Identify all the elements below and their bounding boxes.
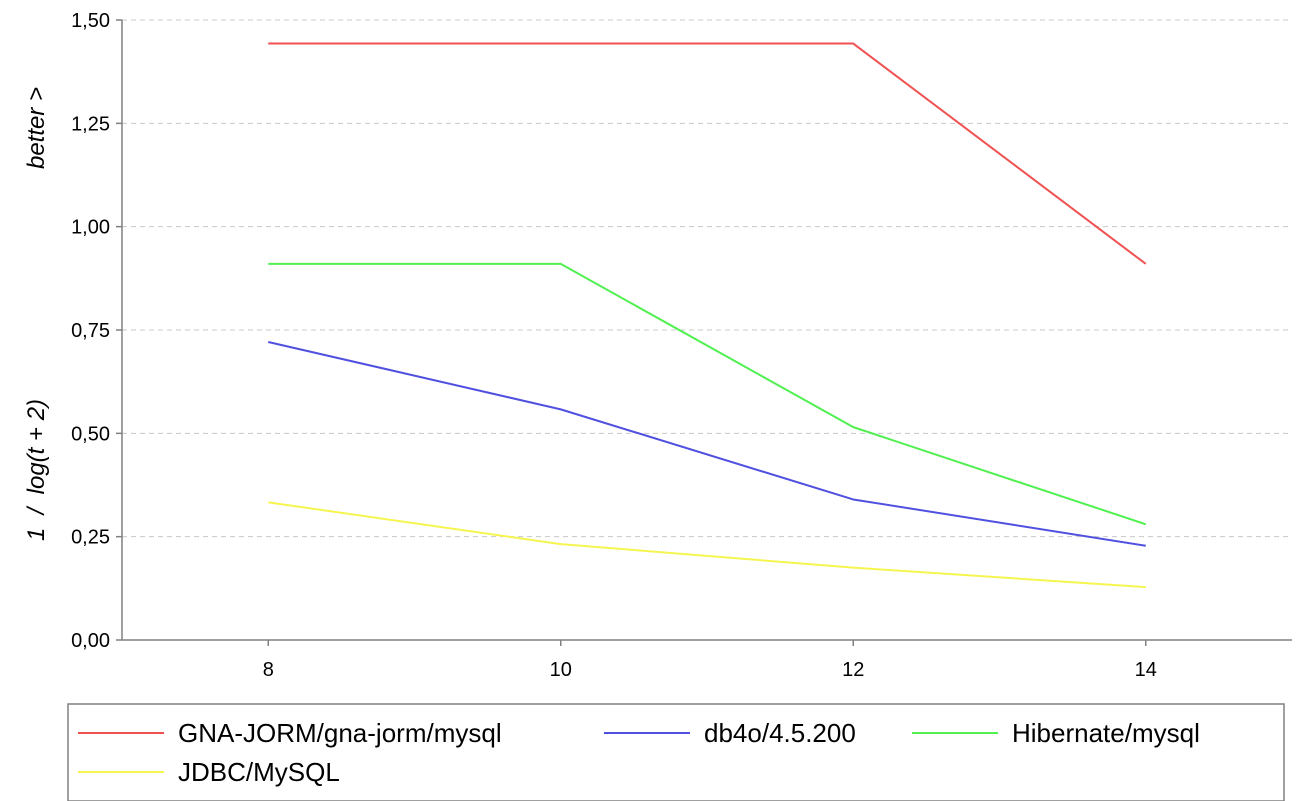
series-line-0	[268, 42, 1147, 265]
y-axis-label-secondary: better >	[23, 87, 50, 169]
series-lines	[268, 42, 1147, 589]
y-tick-label: 0,25	[71, 527, 110, 549]
y-tick-labels: 0,00 0,25 0,50 0,75 1,00 1,25 1,50	[71, 10, 110, 652]
axes	[116, 19, 1292, 646]
x-tick-label: 14	[1135, 659, 1157, 681]
legend-label-2: Hibernate/mysql	[1012, 718, 1200, 748]
y-tick-label: 0,50	[71, 423, 110, 445]
series-line-1	[268, 341, 1146, 547]
y-tick-label: 1,00	[71, 217, 110, 239]
y-tick-label: 0,00	[71, 630, 110, 652]
grid-lines	[122, 19, 1292, 538]
y-tick-label: 1,50	[71, 10, 110, 32]
legend: GNA-JORM/gna-jorm/mysql db4o/4.5.200 Hiber…	[67, 703, 1285, 801]
x-tick-labels: 8 10 12 14	[263, 659, 1157, 681]
y-axis-label: 1 / log(t + 2)	[23, 399, 50, 541]
y-tick-label: 0,75	[71, 320, 110, 342]
series-line-3	[268, 501, 1146, 589]
legend-box	[67, 703, 1285, 801]
legend-label-3: JDBC/MySQL	[178, 757, 340, 787]
series-line-2	[268, 262, 1147, 526]
legend-label-1: db4o/4.5.200	[704, 718, 856, 748]
x-tick-label: 8	[263, 659, 274, 681]
x-tick-label: 12	[842, 659, 864, 681]
legend-label-0: GNA-JORM/gna-jorm/mysql	[178, 718, 502, 748]
x-tick-label: 10	[550, 659, 572, 681]
y-tick-label: 1,25	[71, 113, 110, 135]
